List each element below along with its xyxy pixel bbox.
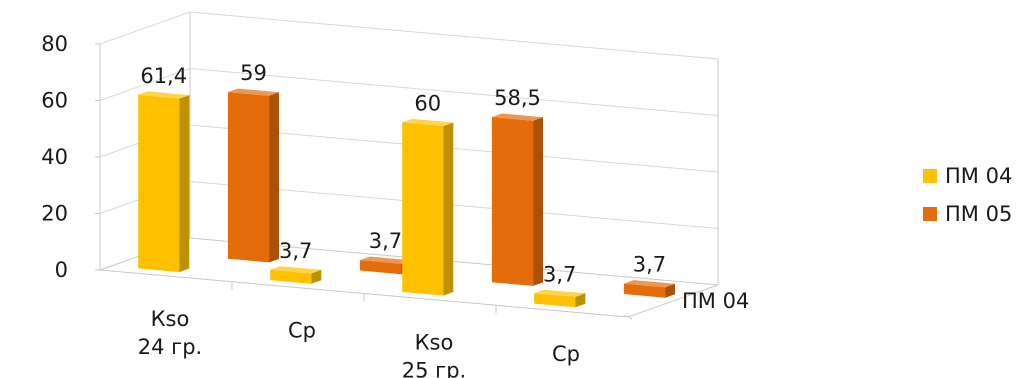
y-tick-label: 20 <box>41 202 68 226</box>
x-tick-label: Кѕо 24 гр. <box>138 307 202 359</box>
data-label: 58,5 <box>494 86 541 110</box>
x-tick-label: Кѕо 25 гр. <box>402 330 466 378</box>
bar-series-2-cat-4 <box>623 280 675 298</box>
data-label: 3,7 <box>279 239 312 263</box>
legend-label-series-2: ПМ 05 <box>945 202 1012 226</box>
legend-label-series-1: ПМ 04 <box>945 164 1012 188</box>
bar-series-1-cat-3 <box>402 118 454 296</box>
y-tick-label: 80 <box>41 32 68 56</box>
legend-swatch-series-1 <box>923 169 937 183</box>
data-label: 3,7 <box>543 262 576 286</box>
data-label: 61,4 <box>140 64 187 88</box>
bar-series-2-cat-3 <box>491 113 543 286</box>
depth-axis-label: ПМ 04 <box>682 289 749 313</box>
bar-series-1-cat-4 <box>534 289 586 308</box>
y-axis-ticks: 0 20 40 60 80 <box>41 32 100 282</box>
bar-series-1-cat-2 <box>270 266 322 284</box>
data-label: 60 <box>414 91 441 115</box>
data-label: 59 <box>240 61 267 85</box>
x-tick-label: Ср <box>288 319 316 343</box>
data-label: 3,7 <box>633 253 666 277</box>
legend-swatch-series-2 <box>923 207 937 221</box>
bar-series-1-cat-1 <box>138 91 190 273</box>
data-label: 3,7 <box>369 229 402 253</box>
y-tick-label: 60 <box>41 89 68 113</box>
bar-series-2-cat-1 <box>227 88 279 263</box>
y-tick-label: 40 <box>41 145 68 169</box>
legend: ПМ 04 ПМ 05 <box>923 164 1012 226</box>
y-tick-label: 0 <box>55 258 68 282</box>
bars <box>138 88 675 308</box>
x-tick-label: Ср <box>552 342 580 366</box>
x-axis-labels: Кѕо 24 гр. Ср Кѕо 25 гр. Ср <box>138 281 580 378</box>
data-labels: 59 3,7 58,5 3,7 61,4 3,7 60 3,7 <box>140 61 666 286</box>
